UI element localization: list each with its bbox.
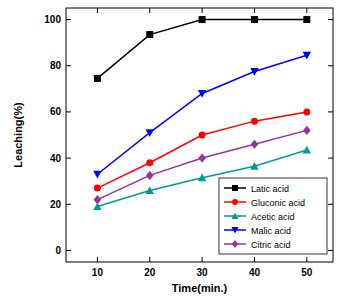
legend-label: Gluconic acid (251, 198, 305, 208)
legend-box (219, 178, 327, 254)
series-marker (94, 195, 102, 204)
series-marker (303, 146, 311, 154)
x-tick-top (306, 8, 307, 13)
series-marker (146, 171, 154, 180)
series-marker (250, 68, 258, 76)
x-tick-label: 50 (301, 267, 313, 278)
series-marker (250, 162, 258, 170)
legend-label: Citric acid (251, 240, 291, 250)
plot-frame (66, 8, 333, 262)
y-axis-label: Leaching(%) (12, 102, 24, 168)
y-tick-label: 40 (50, 153, 62, 164)
series-marker (303, 108, 310, 115)
legend-marker (232, 240, 239, 248)
x-tick (202, 257, 203, 262)
y-tick-label: 80 (50, 60, 62, 71)
legend-marker (232, 199, 238, 205)
x-tick-top (202, 8, 203, 13)
y-tick-right (328, 19, 333, 20)
legend-marker (231, 212, 238, 219)
y-tick-right (328, 204, 333, 205)
y-tick-right (328, 158, 333, 159)
series-marker (198, 154, 206, 163)
series-marker (146, 186, 154, 194)
y-tick (66, 111, 71, 112)
series-marker (251, 16, 258, 23)
y-tick-right (328, 111, 333, 112)
series-marker (303, 16, 310, 23)
y-tick (66, 19, 71, 20)
series-line (97, 20, 306, 79)
series-marker (94, 185, 101, 192)
y-tick (66, 65, 71, 66)
x-tick (149, 257, 150, 262)
series-marker (251, 140, 259, 149)
series-marker (199, 132, 206, 139)
series-marker (198, 90, 206, 98)
x-tick-top (254, 8, 255, 13)
series-marker (251, 118, 258, 125)
y-tick (66, 158, 71, 159)
series-line (97, 130, 306, 199)
series-marker (303, 126, 311, 135)
y-tick-label: 20 (50, 199, 62, 210)
series-marker (199, 16, 206, 23)
x-tick-label: 40 (249, 267, 261, 278)
series-marker (146, 159, 153, 166)
series-marker (94, 75, 101, 82)
x-tick-top (97, 8, 98, 13)
legend-marker (231, 227, 238, 234)
legend: Latic acid Gluconic acid Acetic acid Malic … (219, 178, 327, 254)
legend-marker (232, 185, 238, 191)
x-tick (97, 257, 98, 262)
series-marker (303, 52, 311, 60)
chart: 10 20 30 40 50 0 20 40 60 80 100 Time(min.) Leaching… (0, 0, 357, 299)
y-tick-label: 60 (50, 106, 62, 117)
legend-label: Latic acid (251, 184, 289, 194)
series-marker (146, 31, 153, 38)
y-tick-label: 0 (55, 245, 61, 256)
legend-label: Acetic acid (251, 212, 295, 222)
x-tick-label: 20 (144, 267, 156, 278)
series-marker (93, 171, 101, 179)
x-tick-top (149, 8, 150, 13)
y-tick (66, 250, 71, 251)
y-tick (66, 204, 71, 205)
series-marker (198, 174, 206, 182)
x-tick (254, 257, 255, 262)
legend-label: Malic acid (251, 226, 291, 236)
x-tick-label: 10 (92, 267, 104, 278)
series-marker (146, 129, 154, 137)
x-axis-label: Time(min.) (172, 282, 228, 294)
y-tick-right (328, 65, 333, 66)
y-tick-label: 100 (44, 14, 61, 25)
y-tick-right (328, 250, 333, 251)
series-line (97, 55, 306, 174)
x-tick (306, 257, 307, 262)
x-tick-label: 30 (197, 267, 209, 278)
